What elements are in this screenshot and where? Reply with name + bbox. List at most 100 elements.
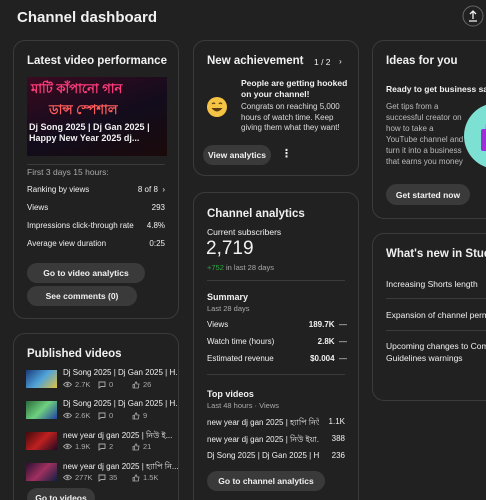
button[interactable]: See comments (0) [27,286,137,306]
top-video-row[interactable]: Dj Song 2025 | Dj Gan 2025 | Happy ... 23… [207,451,345,460]
video-stats: 277K 35 1.5K [63,473,158,482]
achievement-body: Congrats on reaching 5,000 hours of watc… [241,102,340,132]
metric-trend: — [339,320,347,329]
upload-button[interactable] [462,5,484,27]
likes: 9 [143,411,148,420]
stat-label: Average view duration [27,239,107,248]
comments: 35 [109,473,118,482]
summary-row: Watch time (hours) 2.8K — [207,337,347,346]
ideas-headline: Ready to get business savv [386,84,486,94]
section-title: Summary [207,292,249,302]
change: +752 [207,263,224,272]
card-title: What's new in Studio [386,248,486,260]
ideas-card: Ideas for you Ready to get business savv… [372,40,486,219]
top-video-title: new year dj gan 2025 | হ্যাপি নিউ ইয়া..… [207,418,319,427]
metric-value: 189.7K [308,320,335,329]
button[interactable]: Get started now [386,184,470,205]
stat-label: Views [27,203,49,212]
subscribers: 2,719 [206,238,254,259]
likes: 1.5K [143,473,159,482]
video-row[interactable]: new year dj gan 2025 | হ্যাপি নি... 277K… [26,461,179,483]
card-title: Published videos [27,348,122,360]
icon [132,473,140,481]
metric-value: $0.004 — [310,354,347,363]
views: 2.6K [75,411,91,420]
stat-row[interactable]: Ranking by views 8 of 8 › [27,185,165,194]
stat-value: 0:25 [149,239,165,248]
metric-value: 2.8K [317,337,335,346]
card-title: Channel analytics [207,208,305,220]
more-button[interactable]: ⋮ [281,148,292,160]
button[interactable]: Go to video analytics [27,263,145,283]
top-video-views: 388 [331,434,345,443]
ideas-body: Get tips from a successful creator on ho… [386,102,464,166]
button[interactable]: Go to channel analytics [207,471,325,491]
emoji [207,97,227,117]
stat-value: 293 [151,203,165,212]
top-video-row[interactable]: new year dj gan 2025 | হ্যাপি নিউ ইয়া..… [207,417,345,430]
video-title: Dj Song 2025 | Dj Gan 2025 | H... [63,368,179,377]
video-title: Dj Song 2025 | Dj Gan 2025 | H... [63,399,179,408]
icon [63,412,72,419]
comments: 0 [109,380,114,389]
stat-label: Impressions click-through rate [27,221,134,230]
card-title: New achievement [207,55,304,67]
icon [98,474,106,482]
page-title: Channel dashboard [17,9,158,26]
achievement-card: New achievement ‹ 1 / 2 › People are get… [193,40,359,176]
video-stats: 1.9K 2 21 [63,442,151,451]
icon [98,443,106,451]
top-video-title: Dj Song 2025 | Dj Gan 2025 | Happy ... [207,451,319,460]
stat-label: Ranking by views [27,185,90,194]
video-thumbnail [26,432,57,450]
top-video-title: new year dj gan 2025 | নিউ ইয়া... [207,435,319,444]
metric-trend: — [339,337,347,346]
stat-value: 8 of 8 [137,185,158,194]
pager-prev[interactable]: ‹ [300,57,303,67]
video-thumbnail [26,463,57,481]
comments: 2 [109,442,114,451]
stat-row: Views 293 [27,203,165,212]
button[interactable]: Go to videos [27,488,95,500]
thumbnail-title: Dj Song 2025 | Dj Gan 2025 | Happy New Y… [29,122,150,143]
video-stats: 2.7K 0 26 [63,380,151,389]
achievement-headline: People are getting hooked on your channe… [241,78,348,99]
video-row[interactable]: Dj Song 2025 | Dj Gan 2025 | H... 2.7K 0 2… [26,368,179,390]
pager-next[interactable]: › [339,56,342,66]
icon [63,474,72,481]
video-row[interactable]: new year dj gan 2025 | নিউ ই... 1.9K 2 21 [26,430,176,452]
icon [132,380,140,388]
video-row[interactable]: Dj Song 2025 | Dj Gan 2025 | H... 2.6K 0 9 [26,399,179,421]
pager: 1 / 2 [314,57,331,67]
views: 2.7K [75,380,91,389]
icon [132,442,140,450]
top-video-views: 1.1K [328,417,345,426]
section-period: Last 48 hours · Views [207,401,279,410]
metric-label: Watch time (hours) [207,337,275,346]
video-stats: 2.6K 0 9 [63,411,147,420]
subscribers-label: Current subscribers [207,227,282,237]
news-item[interactable]: Upcoming changes to Commu Guidelines war… [386,341,486,363]
metric-label: Estimated revenue [207,354,274,363]
summary-row: Estimated revenue $0.004 — [207,354,347,363]
likes: 26 [143,380,152,389]
metric-value: 189.7K — [309,320,347,329]
analytics-card: Channel analytics Current subscribers 2,… [193,192,359,500]
news-item[interactable]: Expansion of channel permissio [386,310,486,320]
subscribers-change: +752 in last 28 days [207,263,274,272]
section-title: Top videos [207,389,254,399]
likes: 21 [143,442,152,451]
button[interactable]: View analytics [203,145,271,165]
views: 277K [75,473,93,482]
top-video-row[interactable]: new year dj gan 2025 | নিউ ইয়া... 388 [207,434,345,447]
video-thumbnail[interactable]: মাটি কাঁপানো গান ডান্স স্পেশাল Dj Song 2… [27,77,167,156]
card-title: Ideas for you [386,55,458,67]
whats-new-card: What's new in Studio Increasing Shorts l… [372,233,486,401]
stat-value: 4.8% [146,221,165,230]
card-title: Latest video performance [27,55,167,67]
video-title: new year dj gan 2025 | হ্যাপি নি... [63,462,179,471]
stat-value: 8 of 8 › [137,185,165,194]
section-period: Last 28 days [207,304,250,313]
news-item[interactable]: Increasing Shorts length [386,279,478,289]
